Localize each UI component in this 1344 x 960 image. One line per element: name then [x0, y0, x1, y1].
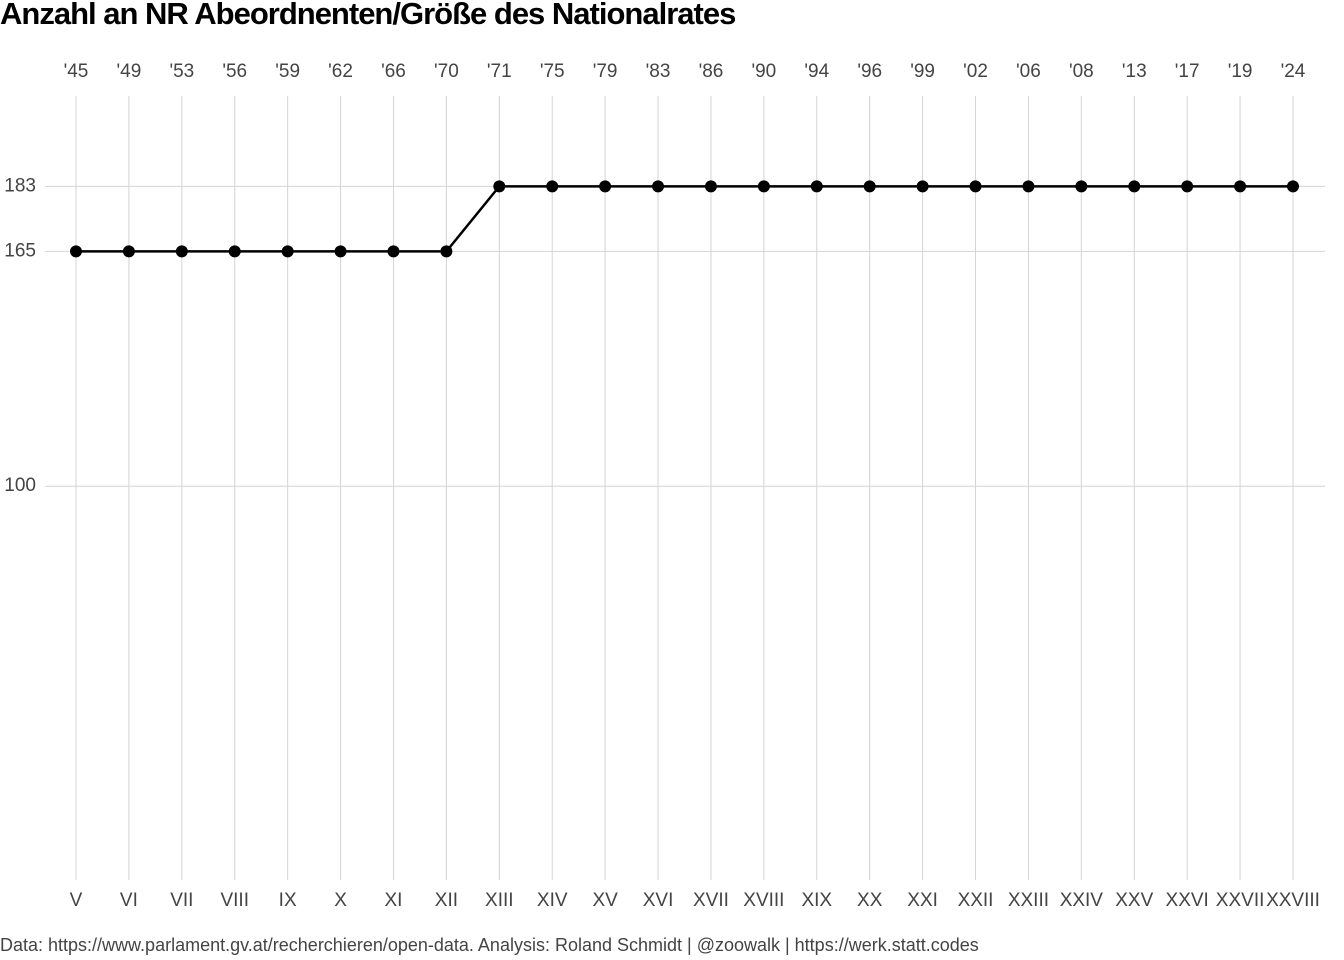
point	[969, 180, 982, 193]
x-tick-label: XI	[385, 890, 403, 911]
point	[1128, 180, 1141, 193]
x-tick-label: VII	[170, 890, 193, 911]
x-top-label: '70	[434, 61, 459, 82]
chart-title: Anzahl an NR Abeordnenten/Größe des Nati…	[0, 0, 735, 31]
x-tick-label: XIX	[801, 890, 832, 911]
x-tick-label: X	[334, 890, 347, 911]
point	[70, 245, 82, 258]
x-tick-label: XXIII	[1008, 890, 1049, 911]
point	[175, 245, 188, 258]
point	[334, 245, 347, 258]
point	[1234, 180, 1247, 193]
x-top-label: '83	[646, 61, 671, 82]
x-top-label: '08	[1069, 61, 1094, 82]
caption: Data: https://www.parlament.gv.at/recher…	[0, 935, 979, 955]
point	[440, 245, 453, 258]
point	[122, 245, 135, 258]
x-tick-label: XXVI	[1166, 890, 1209, 911]
point	[1022, 180, 1035, 193]
point	[228, 245, 241, 258]
point	[281, 245, 294, 258]
x-tick-label: XXV	[1115, 890, 1153, 911]
point	[916, 180, 929, 193]
point	[704, 180, 717, 193]
x-top-label: '53	[169, 61, 194, 82]
x-tick-label: XIII	[485, 890, 514, 911]
y-tick-label: 183	[4, 175, 36, 196]
x-tick-label: IX	[279, 890, 297, 911]
x-top-label: '02	[963, 61, 988, 82]
point	[599, 180, 612, 193]
x-tick-label: XXI	[907, 890, 938, 911]
point	[1287, 180, 1299, 193]
x-tick-label: XVII	[693, 890, 729, 911]
point	[1075, 180, 1088, 193]
x-top-label: '71	[487, 61, 512, 82]
x-top-label: '06	[1016, 61, 1041, 82]
x-tick-label: XXIV	[1060, 890, 1104, 911]
x-top-label: '24	[1281, 61, 1306, 82]
x-tick-label: XIV	[537, 890, 568, 911]
x-tick-label: VI	[120, 890, 138, 911]
x-tick-label: V	[70, 890, 83, 911]
x-top-label: '56	[222, 61, 247, 82]
x-tick-label: XXII	[958, 890, 994, 911]
point	[757, 180, 770, 193]
x-tick-label: XXVIII	[1266, 890, 1320, 911]
x-top-label: '62	[328, 61, 353, 82]
x-top-label: '17	[1175, 61, 1200, 82]
x-top-label: '49	[117, 61, 142, 82]
y-tick-label: 100	[4, 475, 36, 496]
x-top-label: '99	[910, 61, 935, 82]
y-tick-label: 165	[4, 240, 36, 261]
x-top-label: '94	[804, 61, 829, 82]
x-top-label: '96	[857, 61, 882, 82]
line	[76, 185, 1293, 253]
x-tick-label: XVI	[643, 890, 674, 911]
x-top-label: '59	[275, 61, 300, 82]
x-tick-label: XII	[435, 890, 458, 911]
x-top-label: '90	[751, 61, 776, 82]
point	[1181, 180, 1194, 193]
point	[863, 180, 876, 193]
point	[652, 180, 665, 193]
x-top-label: '13	[1122, 61, 1147, 82]
x-top-label: '45	[64, 61, 89, 82]
x-top-label: '66	[381, 61, 406, 82]
x-tick-label: XXVII	[1216, 890, 1265, 911]
x-top-label: '19	[1228, 61, 1253, 82]
x-tick-label: VIII	[220, 890, 249, 911]
x-tick-label: XX	[857, 890, 883, 911]
point	[493, 180, 506, 193]
x-top-label: '79	[593, 61, 618, 82]
point	[810, 180, 823, 193]
x-tick-label: XV	[592, 890, 618, 911]
x-tick-label: XVIII	[743, 890, 784, 911]
point	[387, 245, 400, 258]
point	[546, 180, 559, 193]
x-top-label: '75	[540, 61, 565, 82]
x-top-label: '86	[699, 61, 724, 82]
